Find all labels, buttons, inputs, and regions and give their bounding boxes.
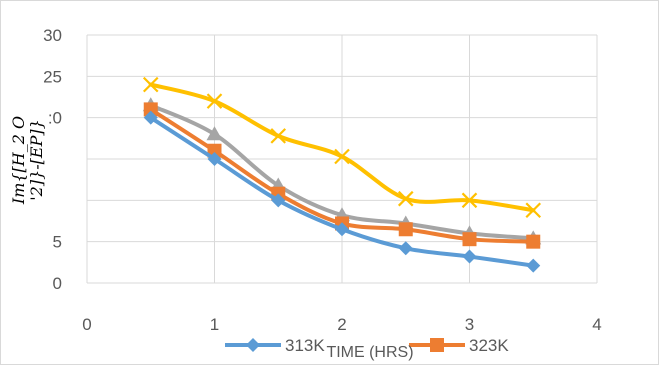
data-point-0-2 [271,193,286,208]
data-point-3-0 [142,76,159,93]
legend-marker [430,338,444,352]
series-3 [142,76,542,219]
x-tick-label: 1 [210,315,219,334]
x-tick-label: 2 [337,315,346,334]
x-tick-label: 4 [592,315,601,334]
legend-label: 323K [469,336,509,355]
data-point-3-6 [525,202,542,219]
y-tick-label: 5 [53,233,62,252]
x-axis-label: TIME (HRS) [326,344,413,361]
y-tick-label: 25 [43,67,62,86]
data-point-0-6 [526,258,541,273]
data-point-1-4 [398,222,413,237]
data-point-1-6 [526,234,541,249]
data-point-3-2 [270,128,287,144]
x-tick-label: 0 [82,315,91,334]
legend-marker [246,338,260,352]
data-point-0-5 [462,249,477,264]
data-point-1-0 [143,102,158,117]
y-axis-label-text: Im{[H_2 O'2]}-[EP]} [9,116,46,205]
series-0 [143,110,541,273]
data-point-0-1 [207,152,222,166]
grid [86,34,598,284]
data-point-1-1 [207,143,222,158]
data-point-0-4 [398,241,413,256]
data-point-3-5 [461,192,478,209]
legend: 313K 323K [225,336,509,355]
y-axis-label: Im{[H_2 O'2]}-[EP]} [9,116,46,205]
data-point-3-1 [206,93,223,109]
x-axis-ticks: 0 1 2 3 4 [82,315,601,334]
y-tick-label: 30 [43,26,62,45]
data-point-0-3 [335,222,349,237]
x-tick-label: 3 [465,315,474,334]
data-point-0-0 [143,110,158,125]
data-point-3-3 [334,148,350,165]
y-tick-label: :0 [48,109,62,128]
y-axis-label-line: '2]}-[EP]} [27,119,46,201]
data-point-2-1 [206,126,223,141]
plot-area [142,76,542,273]
data-point-3-4 [397,190,414,207]
y-axis-ticks: 0 5 :0 25 30 [43,26,62,293]
legend-item-0: 313K [225,336,325,355]
y-axis-label-line: Im{[H_2 O [9,116,28,205]
legend-label: 313K [285,336,325,355]
legend-item-1: 323K [409,336,509,355]
data-point-1-5 [462,232,477,247]
y-tick-label: 0 [53,274,62,293]
